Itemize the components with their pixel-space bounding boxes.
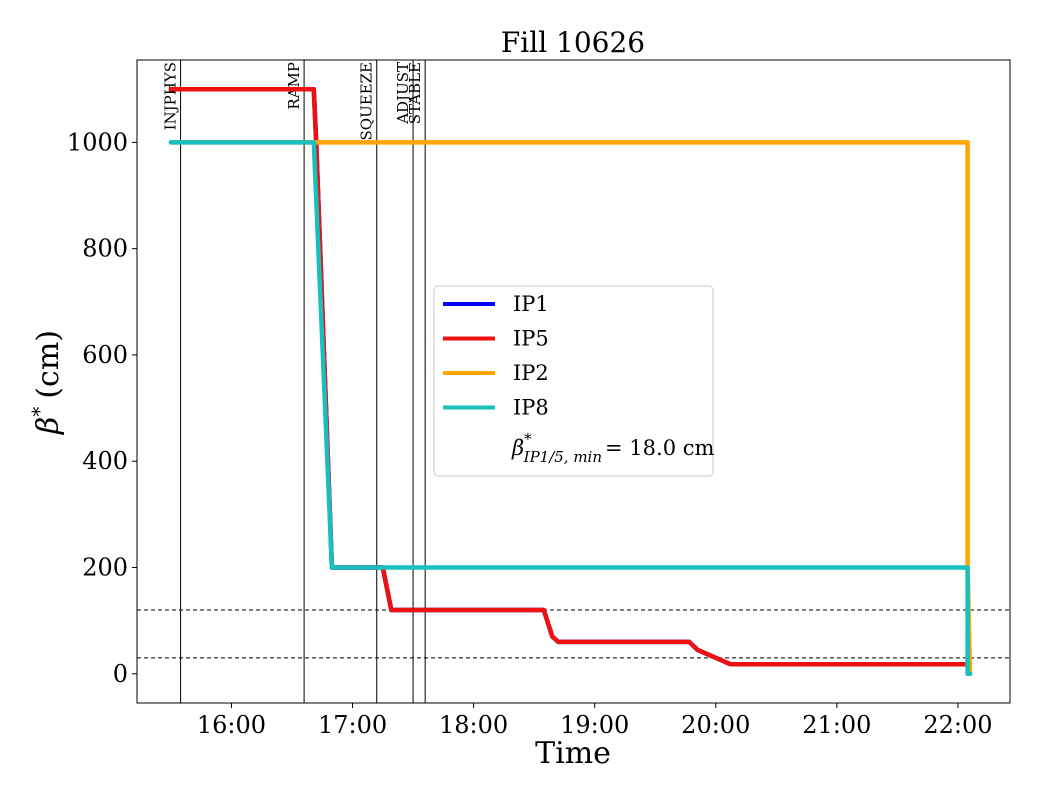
annotation-sup: * [524,430,532,448]
legend-annotation: β* IP1/5, min = 18.0 cm [511,430,714,466]
annotation-value: = 18.0 cm [605,436,714,460]
x-tick-label: 20:00 [681,711,750,739]
annotation-sub: IP1/5, min [523,448,602,466]
x-tick-label: 17:00 [318,711,387,739]
y-axis-label-symbol: β [31,417,66,435]
y-tick-label: 200 [82,553,128,581]
y-tick-label: 1000 [67,128,128,156]
y-axis-label-sup: * [27,407,51,417]
legend: IP1 IP5 IP2 IP8 β* IP1/5, min = 18.0 cm [433,285,714,477]
x-tick-label: 22:00 [923,711,992,739]
phase-label-squeeze: SQUEEZE [358,62,376,141]
phase-label-ramp: RAMP [285,62,303,110]
phase-label-adjust: ADJUST [394,62,412,125]
y-axis: 0 200 400 600 800 1000 [67,128,137,688]
x-axis: 16:00 17:00 18:00 19:00 20:00 21:00 22:00 [197,703,993,739]
y-tick-label: 600 [82,341,128,369]
y-axis-label-unit: (cm) [31,330,66,399]
x-tick-label: 18:00 [439,711,508,739]
y-tick-label: 0 [113,660,128,688]
phase-label-stable: STABLE [406,62,424,124]
x-tick-label: 21:00 [802,711,871,739]
legend-label-ip5: IP5 [513,327,549,351]
series-line-ip8 [168,140,973,677]
plot-frame [136,59,1011,704]
x-tick-label: 16:00 [197,711,266,739]
y-axis-label: β* (cm) [27,330,66,435]
x-axis-label: Time [535,736,611,771]
y-tick-label: 400 [82,447,128,475]
legend-frame [433,285,714,477]
legend-label-ip8: IP8 [513,396,549,420]
x-tick-label: 19:00 [560,711,629,739]
phase-label-injphys: INJPHYS [162,62,180,130]
legend-label-ip1: IP1 [513,292,549,316]
legend-label-ip2: IP2 [513,361,549,385]
chart-title: Fill 10626 [501,26,645,59]
annotation-symbol: β [511,436,524,460]
y-tick-label: 800 [82,235,128,263]
